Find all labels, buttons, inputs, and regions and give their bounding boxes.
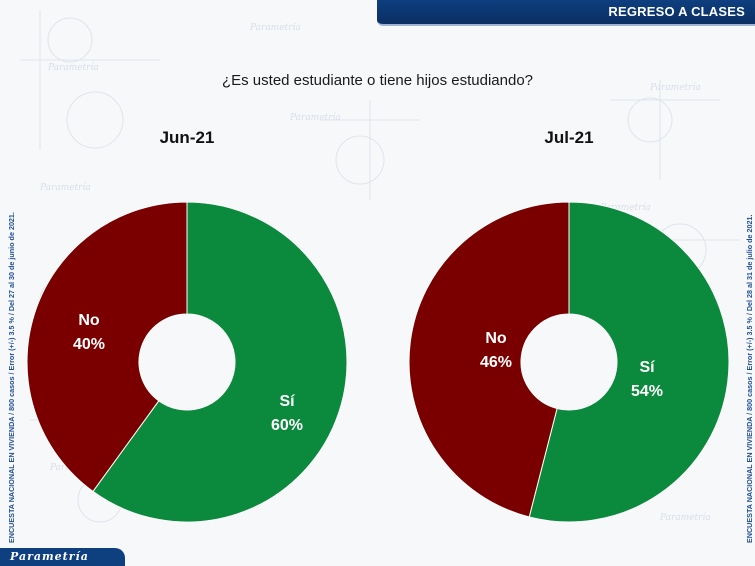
donut-slice-left-no xyxy=(26,201,188,493)
svg-text:Parametría: Parametría xyxy=(659,512,711,523)
donut-slice-left-si xyxy=(92,201,348,523)
slice-value-label-left-no: 40% xyxy=(73,336,105,353)
chart-title-left: Jun-21 xyxy=(159,128,215,147)
donut-slice-right-si xyxy=(528,201,730,523)
slice-value-label-right-si: 54% xyxy=(631,383,663,400)
donut-slice-right-no xyxy=(408,201,570,518)
brand-logo: Parametría xyxy=(0,548,125,566)
svg-text:Parametría: Parametría xyxy=(249,22,301,33)
svg-text:Parametría: Parametría xyxy=(47,62,99,73)
svg-text:Parametría: Parametría xyxy=(649,82,701,93)
survey-question: ¿Es usted estudiante o tiene hijos estud… xyxy=(221,72,534,89)
slice-value-label-right-no: 46% xyxy=(480,354,512,371)
svg-text:Parametría: Parametría xyxy=(599,202,651,213)
section-title: REGRESO A CLASES xyxy=(608,4,745,19)
brand-name: Parametría xyxy=(10,550,89,563)
svg-text:Parametría: Parametría xyxy=(289,112,341,123)
chart-title-right: Jul-21 xyxy=(544,128,594,147)
svg-text:Parametría: Parametría xyxy=(39,182,91,193)
slice-category-label-right-si: Sí xyxy=(639,359,655,376)
slice-category-label-left-si: Sí xyxy=(279,393,295,410)
header-bar: REGRESO A CLASES xyxy=(377,0,755,26)
slice-category-label-left-no: No xyxy=(78,312,100,329)
slice-value-label-left-si: 60% xyxy=(271,417,303,434)
slice-category-label-right-no: No xyxy=(485,330,507,347)
